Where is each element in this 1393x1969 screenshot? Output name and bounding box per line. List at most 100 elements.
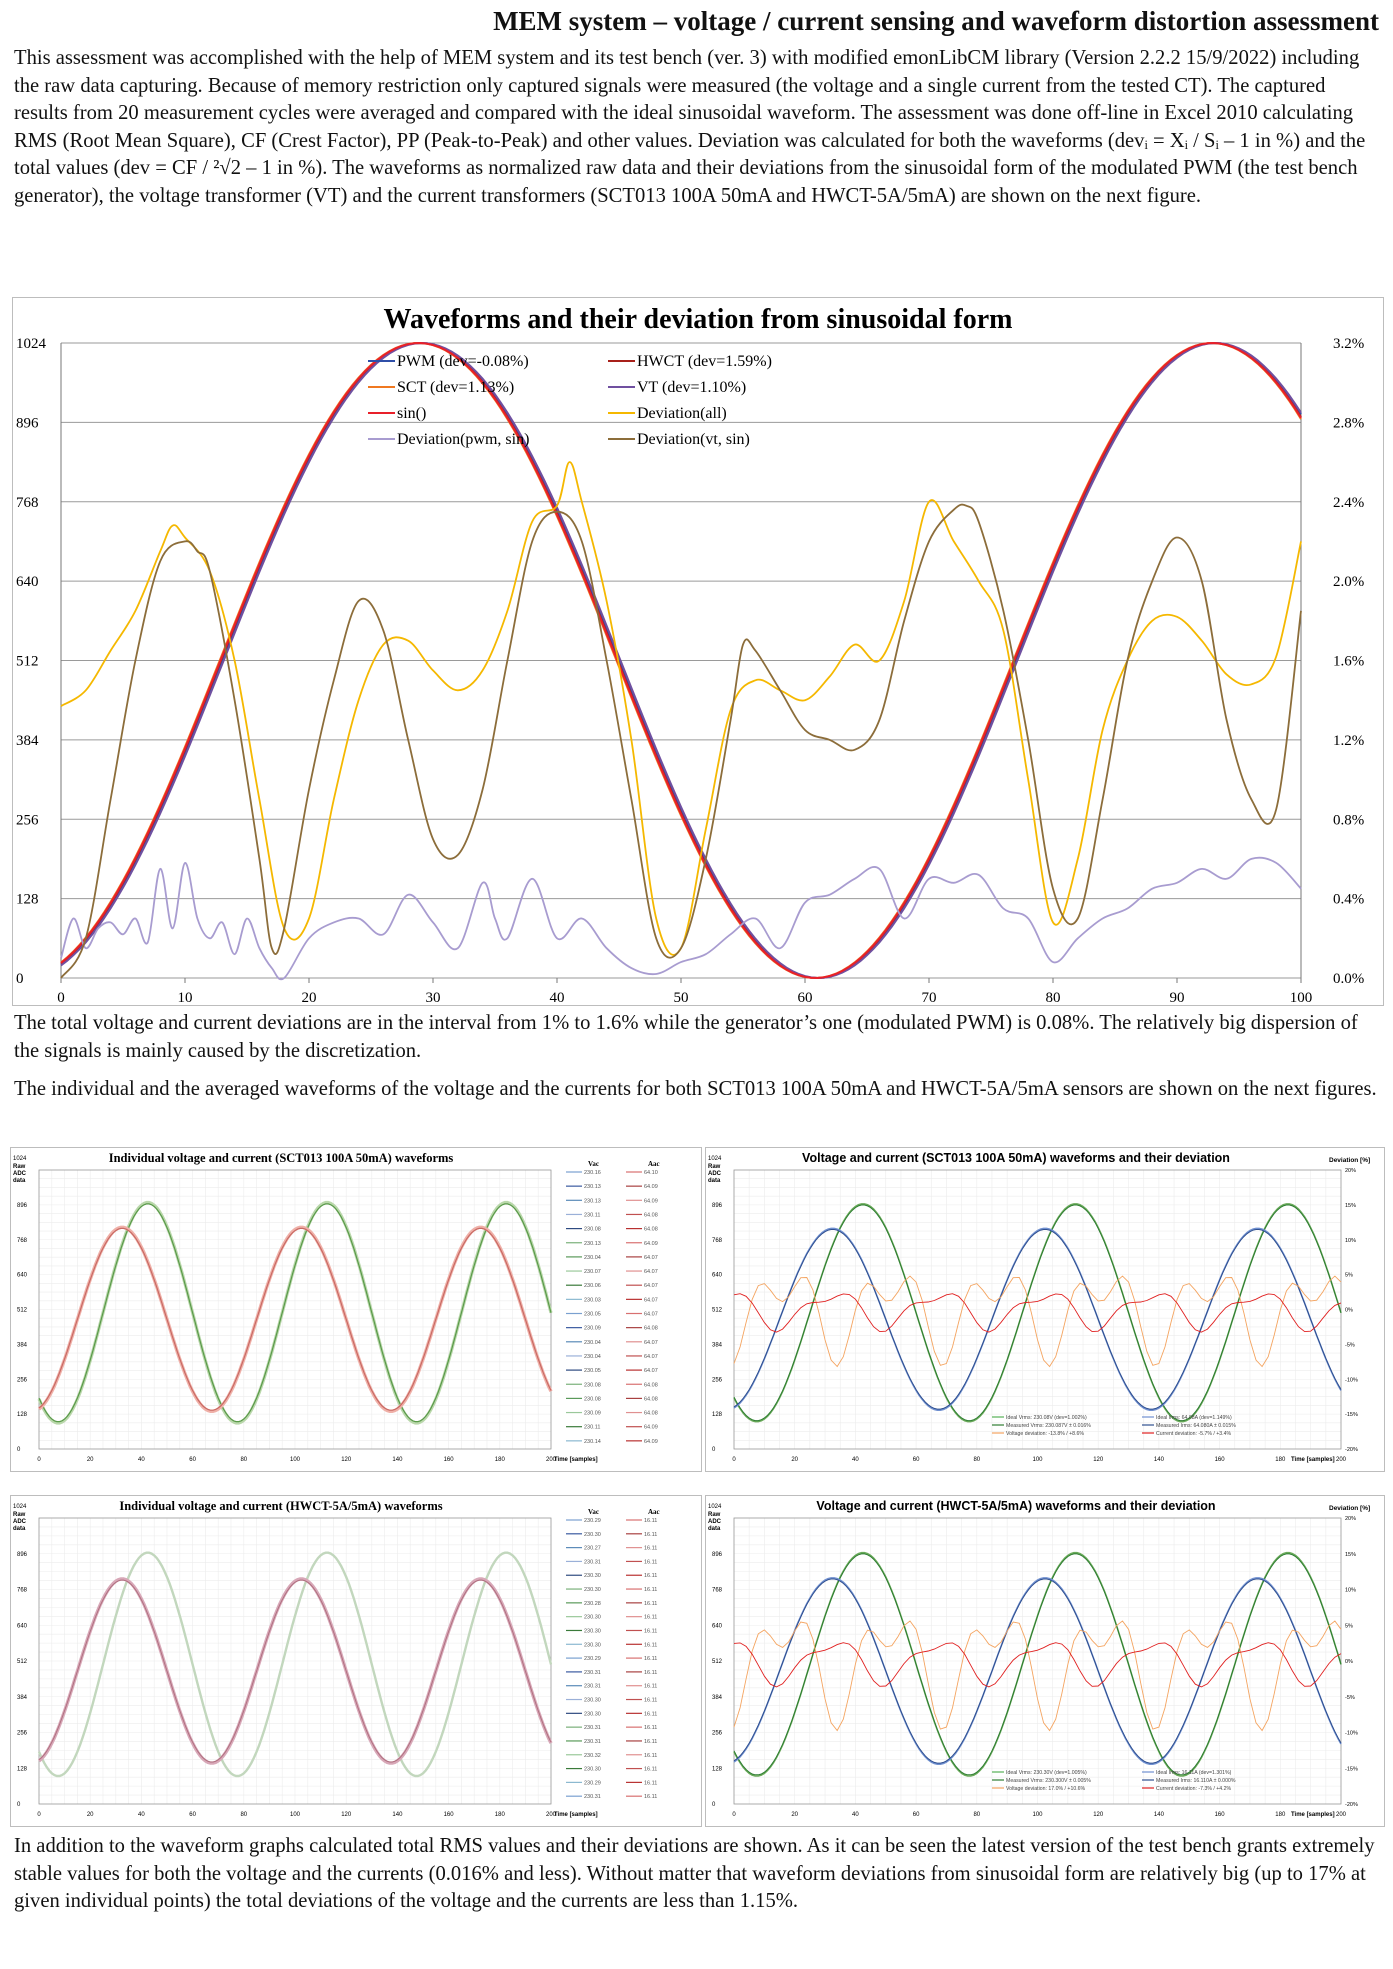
x-tick-label: 160 bbox=[444, 1812, 455, 1818]
plot-frame bbox=[733, 1169, 1342, 1450]
y2-tick-label: 0.4% bbox=[1333, 892, 1364, 908]
legend-value-aac: 16.11 bbox=[644, 1587, 657, 1593]
legend-header-aac: Aac bbox=[648, 1508, 660, 1516]
chart-title: Waveforms and their deviation from sinus… bbox=[384, 304, 1013, 335]
legend-value-aac: 16.11 bbox=[644, 1559, 657, 1565]
current-ideal-line bbox=[733, 1577, 1342, 1765]
legend-entry: Current deviation: -7.3% / +4.2% bbox=[1156, 1786, 1232, 1792]
y-tick-label: 512 bbox=[712, 1659, 723, 1665]
legend-value-aac: 16.11 bbox=[644, 1573, 657, 1579]
y-tick-label: 896 bbox=[712, 1552, 723, 1558]
y2-tick-label: 10% bbox=[1345, 1588, 1356, 1594]
y-tick-label: 256 bbox=[712, 1377, 723, 1383]
x-tick-label: 0 bbox=[732, 1812, 736, 1818]
legend-value-aac: 64.07 bbox=[644, 1297, 658, 1303]
y-tick-label: 512 bbox=[16, 654, 39, 670]
sct-deviation-chart: Voltage and current (SCT013 100A 50mA) w… bbox=[705, 1147, 1385, 1472]
y-tick-label: 512 bbox=[17, 1308, 28, 1314]
legend-value-aac: 16.11 bbox=[644, 1628, 657, 1634]
x-tick-label: 100 bbox=[1032, 1457, 1043, 1463]
legend-value-vac: 230.07 bbox=[584, 1269, 601, 1275]
legend-value-vac: 230.30 bbox=[584, 1587, 601, 1593]
legend-value-aac: 64.08 bbox=[644, 1396, 658, 1402]
y2-axis-label: Deviation [%] bbox=[1329, 1505, 1370, 1512]
legend-value-vac: 230.27 bbox=[584, 1546, 601, 1552]
y-tick-label: 128 bbox=[16, 892, 39, 908]
legend-value-vac: 230.14 bbox=[584, 1439, 601, 1445]
figures-intro-paragraph: The individual and the averaged waveform… bbox=[14, 1078, 1377, 1100]
legend-value-vac: 230.04 bbox=[584, 1340, 601, 1346]
y-tick-label: 640 bbox=[712, 1273, 723, 1279]
legend-label-dev_vt: Deviation(vt, sin) bbox=[637, 431, 750, 448]
legend-value-vac: 230.08 bbox=[584, 1382, 601, 1388]
legend-value-aac: 64.07 bbox=[644, 1269, 658, 1275]
series-line-vt bbox=[60, 341, 1302, 980]
y2-tick-label: 0.8% bbox=[1333, 812, 1364, 828]
legend-value-aac: 16.11 bbox=[644, 1767, 657, 1773]
legend-value-aac: 64.07 bbox=[644, 1255, 658, 1261]
legend-value-vac: 230.13 bbox=[584, 1184, 601, 1190]
legend-value-vac: 230.29 bbox=[584, 1656, 601, 1662]
legend-value-vac: 230.04 bbox=[584, 1354, 601, 1360]
y-axis-label-word: ADC bbox=[13, 1519, 27, 1525]
legend-value-vac: 230.31 bbox=[584, 1559, 601, 1565]
legend-header-vac: Vac bbox=[588, 1508, 599, 1516]
legend-value-vac: 230.30 bbox=[584, 1615, 601, 1621]
y2-tick-label: 0% bbox=[1345, 1659, 1353, 1665]
legend-label-dev_pwm: Deviation(pwm, sin) bbox=[397, 431, 529, 448]
current-deviation-line bbox=[733, 1293, 1342, 1333]
x-tick-label: 60 bbox=[913, 1812, 920, 1818]
y-axis-label-word: Raw bbox=[708, 1164, 721, 1170]
y2-tick-label: -10% bbox=[1345, 1377, 1358, 1383]
legend-value-aac: 16.11 bbox=[644, 1601, 657, 1607]
main-chart-svg: Waveforms and their deviation from sinus… bbox=[16, 304, 1364, 1005]
legend-value-vac: 230.30 bbox=[584, 1767, 601, 1773]
legend-value-aac: 16.11 bbox=[644, 1615, 657, 1621]
x-tick-label: 20 bbox=[87, 1457, 94, 1463]
legend-value-vac: 230.05 bbox=[584, 1368, 601, 1374]
legend-value-vac: 230.06 bbox=[584, 1283, 601, 1289]
current-ideal-line bbox=[733, 1227, 1342, 1411]
legend-value-vac: 230.11 bbox=[584, 1425, 600, 1431]
legend-value-vac: 230.09 bbox=[584, 1326, 601, 1332]
legend-entry: Ideal Irms: 64.08A (dev=1.149%) bbox=[1156, 1415, 1232, 1421]
legend-value-aac: 16.11 bbox=[644, 1670, 657, 1676]
y-tick-label: 128 bbox=[712, 1412, 723, 1418]
x-tick-label: 40 bbox=[550, 990, 565, 1005]
legend-value-vac: 230.31 bbox=[584, 1794, 601, 1800]
legend-value-vac: 230.31 bbox=[584, 1725, 601, 1731]
y-axis-label-word: data bbox=[13, 1178, 26, 1184]
x-tick-label: 20 bbox=[87, 1812, 94, 1818]
y-tick-label: 256 bbox=[16, 812, 39, 828]
legend-value-aac: 16.11 bbox=[644, 1753, 657, 1759]
legend-value-aac: 16.11 bbox=[644, 1698, 657, 1704]
legend-value-vac: 230.03 bbox=[584, 1297, 601, 1303]
series-line-sin bbox=[60, 341, 1302, 980]
legend-value-aac: 64.09 bbox=[644, 1241, 658, 1247]
y-tick-label: 768 bbox=[712, 1238, 723, 1244]
small-chart-title: Voltage and current (HWCT-5A/5mA) wavefo… bbox=[816, 1499, 1215, 1513]
legend-value-vac: 230.30 bbox=[584, 1628, 601, 1634]
legend-header-vac: Vac bbox=[588, 1160, 599, 1168]
legend-value-vac: 230.09 bbox=[584, 1411, 601, 1417]
x-tick-label: 120 bbox=[1093, 1457, 1104, 1463]
y-tick-label: 640 bbox=[712, 1623, 723, 1629]
legend-value-aac: 16.11 bbox=[644, 1739, 657, 1745]
y2-tick-label: 2.4% bbox=[1333, 495, 1364, 511]
series-line-dev_all bbox=[60, 461, 1302, 956]
legend-value-vac: 230.13 bbox=[584, 1198, 601, 1204]
legend-value-aac: 16.11 bbox=[644, 1711, 657, 1717]
y-axis-label-word: ADC bbox=[708, 1171, 722, 1177]
legend-value-vac: 230.30 bbox=[584, 1711, 601, 1717]
legend-value-aac: 64.09 bbox=[644, 1198, 658, 1204]
x-tick-label: 140 bbox=[1154, 1812, 1165, 1818]
x-tick-label: 20 bbox=[791, 1457, 798, 1463]
voltage-band bbox=[37, 1551, 553, 1778]
y-tick-label: 0 bbox=[17, 1802, 21, 1808]
legend-label-pwm: PWM (dev=-0.08%) bbox=[397, 353, 529, 370]
intro-paragraph: This assessment was accomplished with th… bbox=[14, 47, 1366, 207]
y-tick-label: 512 bbox=[712, 1308, 723, 1314]
current-line bbox=[38, 1227, 552, 1411]
legend-value-vac: 230.04 bbox=[584, 1255, 601, 1261]
x-tick-label: 140 bbox=[1154, 1457, 1165, 1463]
